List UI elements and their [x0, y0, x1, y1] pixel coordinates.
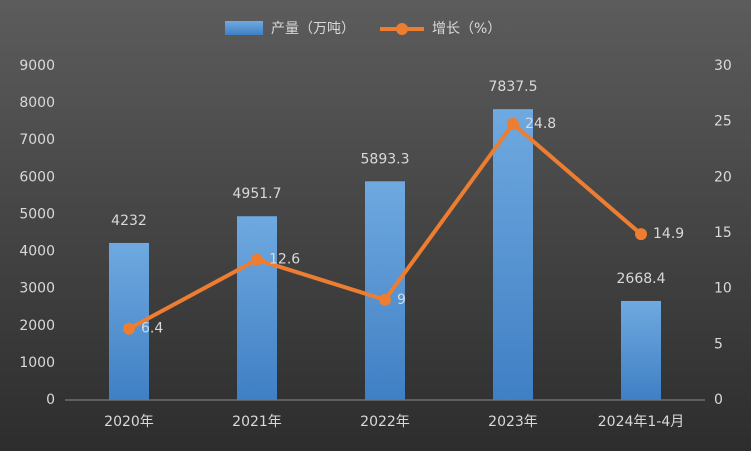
- y-tick-label: 9000: [19, 58, 55, 74]
- line-value-label: 12.6: [269, 252, 300, 268]
- y2-tick-label: 25: [714, 114, 732, 130]
- bar-value-label: 4232: [111, 213, 147, 229]
- line-marker: [379, 293, 391, 306]
- x-tick-label: 2020年: [104, 414, 154, 430]
- x-tick-label: 2024年1-4月: [598, 414, 685, 430]
- y2-tick-label: 5: [714, 336, 723, 352]
- y-tick-label: 8000: [19, 95, 55, 111]
- y2-tick-label: 0: [714, 392, 723, 408]
- line-marker: [123, 322, 135, 335]
- line-value-label: 24.8: [525, 116, 556, 132]
- bar: [621, 300, 661, 400]
- legend-label: 产量（万吨）: [271, 21, 355, 37]
- line-marker: [635, 228, 647, 241]
- legend-swatch: [225, 21, 263, 35]
- y-tick-label: 2000: [19, 318, 55, 334]
- line-value-label: 6.4: [141, 321, 163, 337]
- y-tick-label: 7000: [19, 132, 55, 148]
- bar-value-label: 2668.4: [617, 271, 666, 287]
- y-tick-label: 5000: [19, 206, 55, 222]
- y-tick-label: 3000: [19, 281, 55, 297]
- bar-value-label: 7837.5: [489, 79, 538, 95]
- y2-tick-label: 30: [714, 58, 732, 74]
- y-tick-label: 6000: [19, 169, 55, 185]
- legend-swatch-marker: [396, 23, 408, 35]
- y-tick-label: 4000: [19, 244, 55, 260]
- y-tick-label: 1000: [19, 355, 55, 371]
- bar: [493, 109, 533, 401]
- x-tick-label: 2023年: [488, 414, 538, 430]
- bar-value-label: 5893.3: [361, 151, 410, 167]
- bar: [365, 181, 405, 400]
- line-value-label: 9: [397, 292, 406, 308]
- y-tick-label: 0: [46, 392, 55, 408]
- y2-tick-label: 10: [714, 281, 732, 297]
- line-marker: [251, 253, 263, 266]
- y2-tick-label: 15: [714, 225, 732, 241]
- bar-value-label: 4951.7: [233, 186, 282, 202]
- x-tick-label: 2022年: [360, 414, 410, 430]
- line-marker: [507, 117, 519, 130]
- x-tick-label: 2021年: [232, 414, 282, 430]
- line-value-label: 14.9: [653, 226, 684, 242]
- legend-label: 增长（%）: [432, 21, 501, 37]
- y2-tick-label: 20: [714, 169, 732, 185]
- bar: [237, 216, 277, 400]
